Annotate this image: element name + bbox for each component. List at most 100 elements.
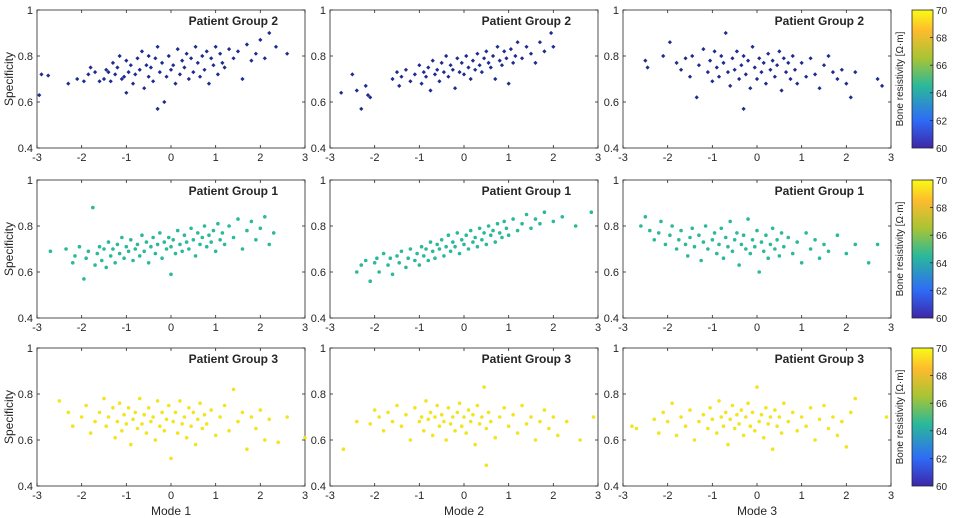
data-point — [70, 424, 75, 429]
data-point — [113, 261, 117, 265]
data-point — [715, 431, 719, 435]
data-point — [748, 424, 753, 429]
data-point — [106, 415, 111, 419]
data-point — [656, 431, 661, 435]
data-point — [524, 44, 529, 49]
data-point — [211, 228, 216, 233]
data-point — [390, 272, 395, 277]
data-point — [426, 417, 431, 422]
data-point — [151, 79, 156, 84]
data-point — [433, 256, 437, 261]
colorbar-tick-label: 64 — [936, 259, 948, 270]
data-point — [484, 49, 489, 54]
data-point — [240, 247, 245, 251]
data-point — [768, 67, 773, 72]
data-point — [135, 56, 140, 61]
data-point — [634, 426, 639, 431]
data-point — [490, 53, 496, 59]
data-point — [515, 431, 520, 435]
data-point — [175, 228, 180, 233]
x-tick-label: -2 — [370, 490, 380, 502]
data-point — [193, 442, 198, 447]
data-point — [591, 415, 596, 419]
data-point — [813, 438, 817, 442]
data-point — [817, 417, 822, 422]
colorbar-tick-label: 68 — [936, 372, 948, 383]
colorbar-tick-label: 70 — [936, 344, 948, 355]
data-point — [692, 438, 697, 442]
data-point — [381, 429, 386, 433]
data-point — [489, 419, 493, 424]
x-tick-label: 0 — [461, 152, 467, 164]
y-tick-label: 0.4 — [18, 143, 33, 155]
data-point — [159, 60, 165, 65]
data-point — [433, 415, 437, 419]
data-point — [403, 67, 409, 72]
data-point — [122, 256, 126, 261]
data-point — [484, 426, 489, 431]
data-point — [267, 417, 272, 422]
data-point — [133, 72, 138, 77]
data-point — [73, 254, 77, 258]
data-point — [799, 60, 804, 65]
data-point — [714, 65, 719, 70]
data-point — [245, 447, 249, 452]
data-point — [430, 433, 435, 438]
data-point — [790, 410, 795, 415]
data-point — [752, 429, 757, 433]
data-point — [117, 53, 122, 59]
data-point — [677, 238, 681, 242]
data-point — [365, 93, 371, 98]
data-point — [504, 56, 509, 61]
data-point — [479, 70, 484, 75]
data-point — [754, 76, 760, 82]
data-point — [195, 60, 200, 65]
data-point — [466, 247, 471, 251]
data-point — [799, 415, 804, 419]
y-tick-label: 0.4 — [311, 143, 326, 155]
data-point — [218, 415, 222, 419]
data-point — [200, 235, 205, 240]
data-point — [808, 247, 813, 251]
data-point — [786, 235, 791, 240]
data-point — [106, 70, 111, 75]
data-point — [573, 224, 578, 228]
data-point — [86, 249, 91, 254]
data-point — [137, 254, 142, 258]
data-point — [117, 251, 122, 256]
colorbar-tick-label: 62 — [936, 454, 948, 465]
colorbar-tick-label: 60 — [936, 482, 948, 493]
colorbar-tick-label: 68 — [936, 204, 948, 215]
data-point — [795, 81, 800, 86]
data-point — [491, 228, 495, 233]
data-point — [482, 231, 486, 235]
colorbar-row-1: 70 68 66 64 62 60 Bone resistivity [Ω·m] — [895, 6, 948, 155]
data-point — [66, 410, 71, 415]
data-point — [643, 215, 648, 219]
data-point — [688, 235, 692, 240]
data-point — [696, 63, 702, 68]
data-point — [104, 67, 109, 72]
data-point — [844, 81, 849, 86]
colorbar-scale — [911, 9, 934, 149]
data-point — [694, 95, 699, 100]
x-tick-label: -3 — [325, 490, 335, 502]
data-point — [668, 233, 672, 237]
data-point — [149, 419, 153, 424]
data-point — [153, 56, 158, 61]
data-point — [267, 242, 272, 247]
x-tick-label: -1 — [707, 490, 717, 502]
data-point — [757, 56, 762, 61]
data-point — [735, 412, 739, 417]
panel-title: Patient Group 3 — [482, 352, 572, 366]
data-point — [652, 238, 657, 242]
data-point — [187, 247, 191, 251]
data-point — [448, 422, 453, 426]
data-point — [759, 412, 764, 417]
data-point — [486, 224, 491, 228]
data-point — [439, 238, 444, 242]
data-point — [766, 51, 771, 56]
y-tick-label: 0.6 — [604, 267, 619, 279]
data-point — [719, 226, 724, 231]
